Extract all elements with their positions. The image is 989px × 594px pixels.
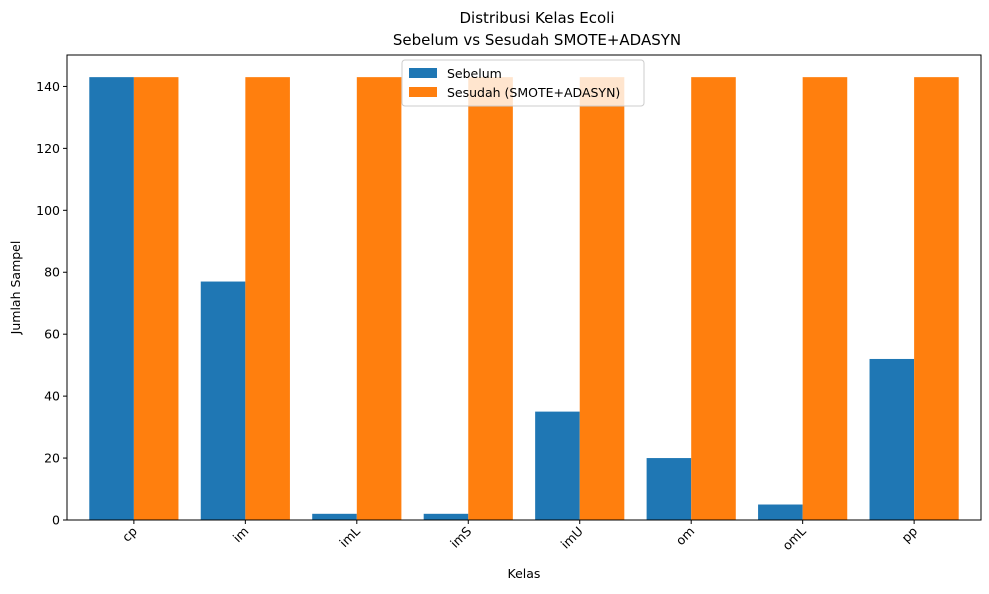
legend: Sebelum Sesudah (SMOTE+ADASYN) (401, 59, 645, 107)
x-tick-label-imU: imU (558, 524, 586, 552)
x-tick-label-om: om (673, 524, 698, 549)
x-axis-label: Kelas (508, 566, 541, 581)
bar-sesudah-im (245, 77, 290, 521)
x-tick-label-omL: omL (779, 523, 809, 553)
chart-subtitle: Sebelum vs Sesudah SMOTE+ADASYN (393, 31, 681, 49)
x-axis-ticks: cp im imL imS imU om omL pp (119, 520, 920, 553)
bar-sebelum-imL (312, 513, 357, 520)
x-tick-label-imS: imS (447, 523, 474, 550)
x-tick-label-im: im (230, 524, 252, 546)
x-tick-label-cp: cp (119, 523, 140, 544)
y-axis-label: Jumlah Sampel (8, 241, 23, 336)
bar-sesudah-imU (579, 77, 625, 521)
bar-sesudah-cp (133, 77, 179, 521)
bar-sesudah-omL (802, 77, 848, 521)
x-tick-label-pp: pp (898, 523, 920, 545)
y-axis-ticks: 0 20 40 60 80 100 120 140 (36, 79, 67, 528)
y-tick-label: 100 (36, 203, 60, 218)
bar-sebelum-cp (89, 77, 134, 521)
bar-sebelum-im (200, 281, 246, 520)
bar-sesudah-pp (914, 77, 959, 521)
bars-group (89, 77, 959, 521)
bar-sebelum-pp (869, 358, 915, 520)
legend-swatch-sebelum (409, 68, 437, 78)
y-tick-label: 60 (44, 327, 60, 342)
y-tick-label: 80 (44, 265, 60, 280)
bar-sebelum-om (646, 458, 692, 520)
y-tick-label: 40 (44, 389, 60, 404)
bar-sesudah-imS (468, 77, 513, 521)
legend-label-sebelum: Sebelum (447, 66, 502, 81)
legend-label-sesudah: Sesudah (SMOTE+ADASYN) (447, 85, 620, 100)
bar-sebelum-imU (535, 411, 580, 520)
plot-frame (66, 54, 982, 521)
y-tick-label: 0 (52, 513, 60, 528)
legend-box (401, 59, 645, 107)
chart-title: Distribusi Kelas Ecoli (459, 9, 614, 27)
bar-sebelum-imS (423, 513, 469, 520)
legend-swatch-sesudah (409, 87, 437, 97)
x-tick-label-imL: imL (336, 523, 363, 550)
y-tick-label: 140 (36, 79, 60, 94)
bar-sesudah-imL (356, 77, 402, 521)
y-tick-label: 20 (44, 451, 60, 466)
bar-sebelum-omL (758, 504, 803, 520)
y-tick-label: 120 (36, 141, 60, 156)
bar-sesudah-om (691, 77, 736, 521)
